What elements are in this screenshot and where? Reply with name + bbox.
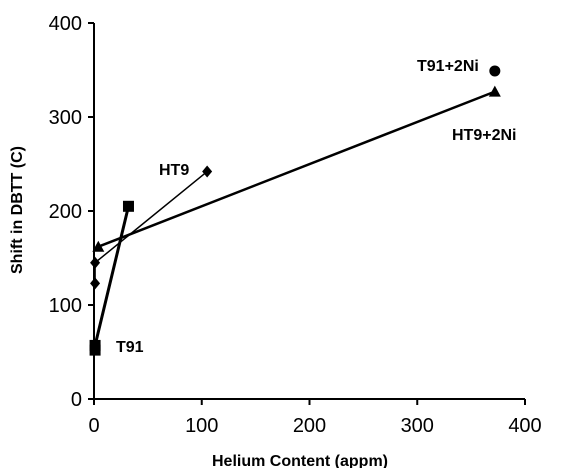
x-tick-label: 0 (88, 415, 99, 437)
data-point-t91-2ni (489, 65, 501, 77)
y-tick-label: 0 (71, 389, 82, 411)
annotation-ht9-2ni: HT9+2Ni (452, 127, 516, 144)
data-point-ht9-2ni (488, 85, 501, 97)
series-line-ht9-2ni (97, 90, 496, 248)
series-lines (93, 90, 496, 351)
x-axis-ticks: 0 100 200 300 400 (88, 399, 542, 437)
x-tick-label: 400 (508, 415, 541, 437)
data-point-t91 (89, 339, 101, 351)
series-line-ht9 (94, 170, 208, 284)
x-tick-label: 200 (293, 415, 326, 437)
y-axis-title: Shift in DBTT (C) (9, 146, 26, 274)
y-tick-label: 400 (49, 13, 82, 35)
series-line-t91 (93, 205, 130, 351)
data-point-ht9 (90, 277, 101, 290)
x-axis-title: Helium Content (appm) (212, 453, 388, 468)
annotation-ht9: HT9 (159, 162, 189, 179)
y-tick-label: 300 (49, 107, 82, 129)
x-tick-label: 100 (185, 415, 218, 437)
data-point-t91 (122, 200, 134, 212)
series-markers (89, 65, 501, 356)
data-point-ht9 (202, 165, 213, 178)
x-tick-label: 300 (401, 415, 434, 437)
annotation-t91: T91 (116, 339, 144, 356)
y-tick-label: 200 (49, 201, 82, 223)
y-axis-ticks: 0 100 200 300 400 (49, 13, 94, 411)
data-point-ht9-2ni (92, 240, 105, 252)
data-point-ht9 (90, 256, 101, 269)
annotation-t91-2ni: T91+2Ni (417, 58, 479, 75)
y-tick-label: 100 (49, 295, 82, 317)
